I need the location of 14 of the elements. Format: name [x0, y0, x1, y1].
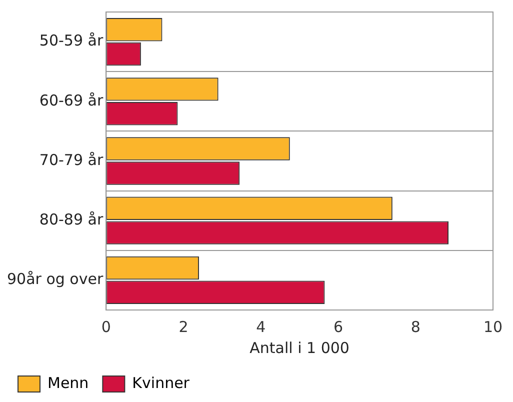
x-tick-label: 8 — [410, 318, 420, 336]
y-tick-label: 60-69 år — [39, 91, 104, 110]
x-tick-label: 6 — [333, 318, 344, 336]
x-tick-label: 0 — [101, 318, 111, 336]
x-tick-label: 10 — [483, 318, 503, 336]
legend-label: Menn — [48, 374, 89, 392]
y-tick-label: 90år og over — [6, 270, 104, 288]
x-tick-label: 4 — [256, 318, 266, 336]
legend-label: Kvinner — [132, 374, 190, 392]
x-tick-label: 2 — [178, 318, 188, 336]
y-tick-label: 80-89 år — [39, 210, 104, 228]
y-tick-label: 50-59 år — [39, 32, 104, 50]
x-axis-title: Antall i 1 000 — [250, 338, 350, 357]
y-tick-label: 70-79 år — [39, 150, 104, 169]
